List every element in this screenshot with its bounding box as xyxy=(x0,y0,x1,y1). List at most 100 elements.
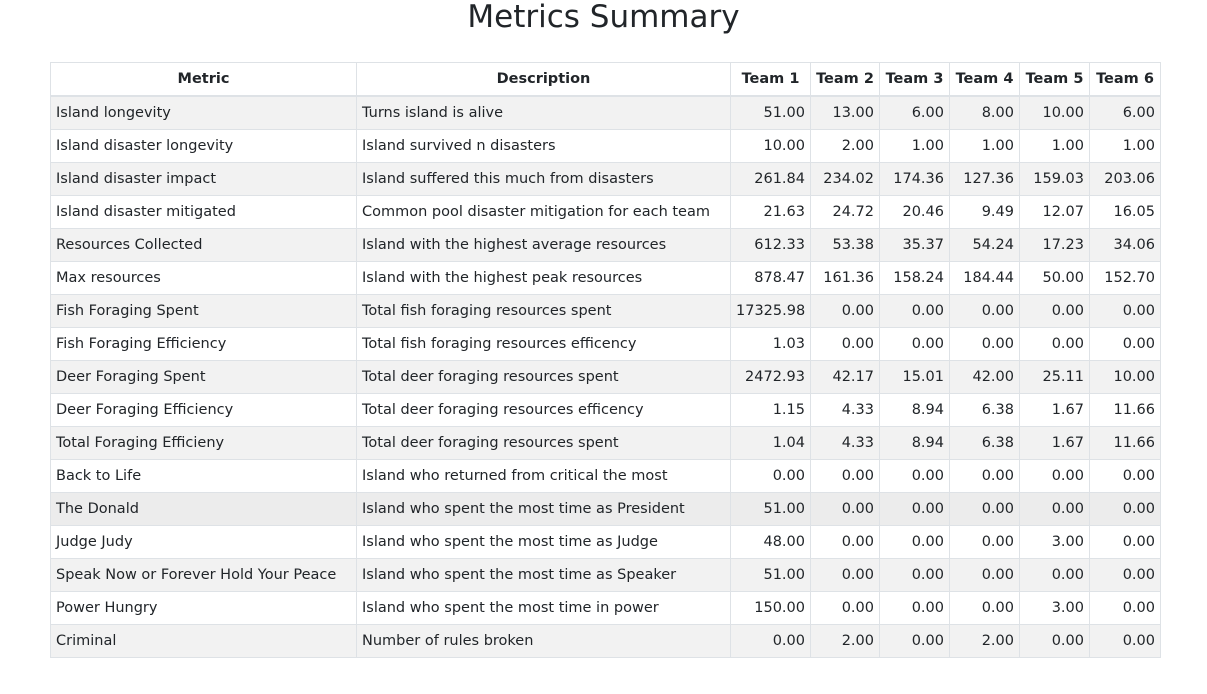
team-1-value-cell: 48.00 xyxy=(730,525,811,559)
team-6-value-cell: 203.06 xyxy=(1089,162,1161,196)
team-2-value-cell: 2.00 xyxy=(810,129,880,163)
team-4-value-cell: 0.00 xyxy=(949,558,1020,592)
metric-cell: Island disaster longevity xyxy=(50,129,357,163)
team-1-value-cell: 17325.98 xyxy=(730,294,811,328)
description-cell: Island with the highest peak resources xyxy=(356,261,731,295)
table-row: Fish Foraging Spent Total fish foraging r… xyxy=(50,294,1161,328)
table-body: Island longevity Turns island is alive 51.… xyxy=(50,95,1161,658)
team-1-value-cell: 51.00 xyxy=(730,558,811,592)
team-5-value-cell: 12.07 xyxy=(1019,195,1090,229)
team-2-value-cell: 24.72 xyxy=(810,195,880,229)
team-2-value-cell: 0.00 xyxy=(810,558,880,592)
description-cell: Total deer foraging resources spent xyxy=(356,360,731,394)
team-4-value-cell: 42.00 xyxy=(949,360,1020,394)
metric-cell: Deer Foraging Spent xyxy=(50,360,357,394)
team-4-value-cell: 184.44 xyxy=(949,261,1020,295)
team-2-value-cell: 42.17 xyxy=(810,360,880,394)
team-4-value-cell: 1.00 xyxy=(949,129,1020,163)
column-header-team-3: Team 3 xyxy=(879,62,950,97)
team-3-value-cell: 0.00 xyxy=(879,591,950,625)
team-2-value-cell: 0.00 xyxy=(810,591,880,625)
team-5-value-cell: 3.00 xyxy=(1019,525,1090,559)
page-title: Metrics Summary xyxy=(467,0,740,35)
description-cell: Island with the highest average resource… xyxy=(356,228,731,262)
table-row: Deer Foraging Spent Total deer foraging r… xyxy=(50,360,1161,394)
metric-cell: Power Hungry xyxy=(50,591,357,625)
team-1-value-cell: 1.03 xyxy=(730,327,811,361)
team-5-value-cell: 0.00 xyxy=(1019,294,1090,328)
team-2-value-cell: 4.33 xyxy=(810,426,880,460)
team-4-value-cell: 54.24 xyxy=(949,228,1020,262)
team-1-value-cell: 612.33 xyxy=(730,228,811,262)
description-cell: Total deer foraging resources spent xyxy=(356,426,731,460)
team-3-value-cell: 0.00 xyxy=(879,294,950,328)
metric-cell: The Donald xyxy=(50,492,357,526)
team-4-value-cell: 6.38 xyxy=(949,393,1020,427)
team-6-value-cell: 11.66 xyxy=(1089,393,1161,427)
team-1-value-cell: 10.00 xyxy=(730,129,811,163)
team-6-value-cell: 1.00 xyxy=(1089,129,1161,163)
team-3-value-cell: 20.46 xyxy=(879,195,950,229)
team-1-value-cell: 2472.93 xyxy=(730,360,811,394)
description-cell: Total fish foraging resources efficency xyxy=(356,327,731,361)
team-1-value-cell: 51.00 xyxy=(730,492,811,526)
description-cell: Island survived n disasters xyxy=(356,129,731,163)
metric-cell: Criminal xyxy=(50,624,357,658)
team-3-value-cell: 0.00 xyxy=(879,492,950,526)
metric-cell: Fish Foraging Spent xyxy=(50,294,357,328)
column-header-team-6: Team 6 xyxy=(1089,62,1161,97)
team-5-value-cell: 0.00 xyxy=(1019,558,1090,592)
description-cell: Turns island is alive xyxy=(356,95,731,130)
description-cell: Total deer foraging resources efficency xyxy=(356,393,731,427)
team-1-value-cell: 1.04 xyxy=(730,426,811,460)
team-6-value-cell: 0.00 xyxy=(1089,294,1161,328)
metric-cell: Deer Foraging Efficiency xyxy=(50,393,357,427)
team-3-value-cell: 0.00 xyxy=(879,525,950,559)
team-5-value-cell: 1.67 xyxy=(1019,426,1090,460)
team-4-value-cell: 6.38 xyxy=(949,426,1020,460)
metric-cell: Speak Now or Forever Hold Your Peace xyxy=(50,558,357,592)
team-1-value-cell: 1.15 xyxy=(730,393,811,427)
team-3-value-cell: 15.01 xyxy=(879,360,950,394)
team-2-value-cell: 0.00 xyxy=(810,327,880,361)
table-row: Fish Foraging Efficiency Total fish forag… xyxy=(50,327,1161,361)
column-header-metric: Metric xyxy=(50,62,357,97)
column-header-team-5: Team 5 xyxy=(1019,62,1090,97)
column-header-team-1: Team 1 xyxy=(730,62,811,97)
team-6-value-cell: 11.66 xyxy=(1089,426,1161,460)
team-4-value-cell: 2.00 xyxy=(949,624,1020,658)
metrics-table: Metric Description Team 1 Team 2 Team 3 … xyxy=(50,62,1161,658)
description-cell: Island who returned from critical the mo… xyxy=(356,459,731,493)
team-5-value-cell: 159.03 xyxy=(1019,162,1090,196)
team-1-value-cell: 0.00 xyxy=(730,459,811,493)
team-6-value-cell: 0.00 xyxy=(1089,492,1161,526)
team-5-value-cell: 50.00 xyxy=(1019,261,1090,295)
table-row: Speak Now or Forever Hold Your Peace Isla… xyxy=(50,558,1161,592)
team-2-value-cell: 161.36 xyxy=(810,261,880,295)
team-3-value-cell: 174.36 xyxy=(879,162,950,196)
table-row: Max resources Island with the highest pea… xyxy=(50,261,1161,295)
metric-cell: Island longevity xyxy=(50,95,357,130)
column-header-team-4: Team 4 xyxy=(949,62,1020,97)
metric-cell: Fish Foraging Efficiency xyxy=(50,327,357,361)
team-6-value-cell: 34.06 xyxy=(1089,228,1161,262)
column-header-team-2: Team 2 xyxy=(810,62,880,97)
team-3-value-cell: 8.94 xyxy=(879,393,950,427)
table-row: Island disaster impact Island suffered th… xyxy=(50,162,1161,196)
table-row: Island disaster mitigated Common pool dis… xyxy=(50,195,1161,229)
team-3-value-cell: 0.00 xyxy=(879,327,950,361)
description-cell: Island suffered this much from disasters xyxy=(356,162,731,196)
description-cell: Island who spent the most time as Judge xyxy=(356,525,731,559)
team-5-value-cell: 1.00 xyxy=(1019,129,1090,163)
team-2-value-cell: 0.00 xyxy=(810,492,880,526)
description-cell: Island who spent the most time in power xyxy=(356,591,731,625)
team-2-value-cell: 13.00 xyxy=(810,95,880,130)
table-row: Judge Judy Island who spent the most time… xyxy=(50,525,1161,559)
table-row: Back to Life Island who returned from cri… xyxy=(50,459,1161,493)
team-1-value-cell: 21.63 xyxy=(730,195,811,229)
metric-cell: Judge Judy xyxy=(50,525,357,559)
team-6-value-cell: 0.00 xyxy=(1089,459,1161,493)
team-2-value-cell: 2.00 xyxy=(810,624,880,658)
team-4-value-cell: 127.36 xyxy=(949,162,1020,196)
metric-cell: Total Foraging Efficieny xyxy=(50,426,357,460)
